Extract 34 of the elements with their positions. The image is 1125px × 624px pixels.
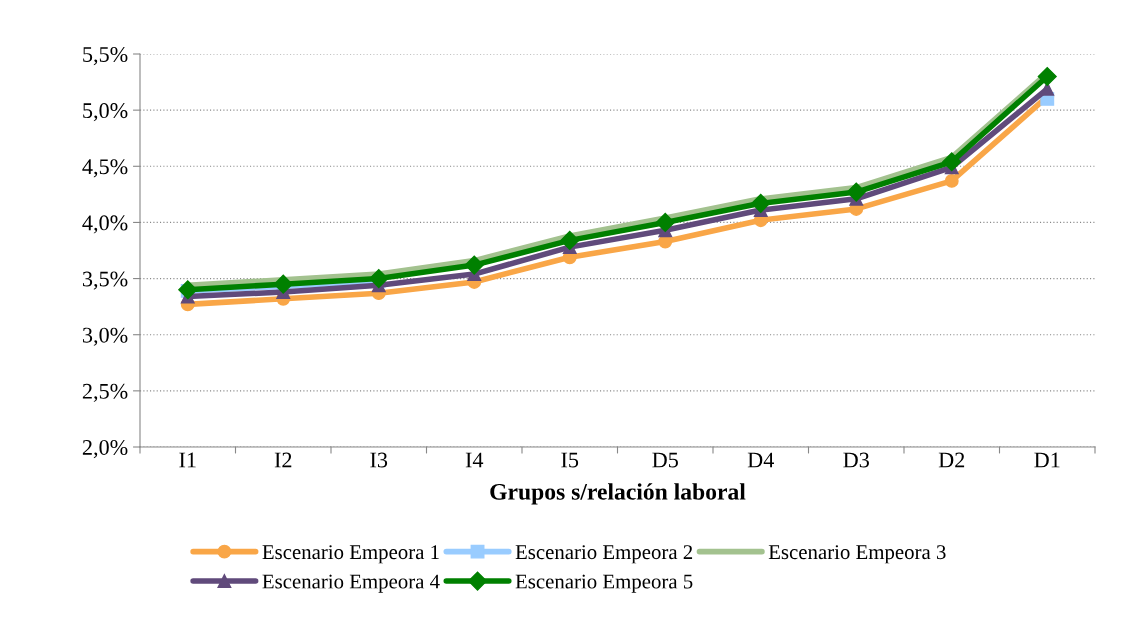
point bbox=[942, 152, 962, 172]
point bbox=[464, 255, 484, 275]
y-tick-label: 2,5% bbox=[82, 383, 128, 402]
legend-label: Escenario Empeora 5 bbox=[515, 574, 693, 593]
point bbox=[1037, 66, 1057, 86]
legend-label: Escenario Empeora 1 bbox=[262, 545, 439, 564]
x-tick-label: I1 bbox=[179, 452, 196, 468]
point bbox=[751, 193, 771, 213]
point bbox=[560, 230, 580, 250]
x-tick-label: D5 bbox=[652, 452, 678, 468]
x-tick-label: D3 bbox=[843, 452, 869, 468]
x-tick-label: D2 bbox=[938, 452, 965, 468]
x-tick-label: I4 bbox=[465, 452, 484, 468]
legend-label: Escenario Empeora 4 bbox=[262, 574, 440, 593]
x-tick-label: D4 bbox=[747, 452, 774, 468]
y-tick-label: 3,0% bbox=[82, 327, 128, 346]
x-axis-title: Grupos s/relación laboral bbox=[490, 483, 746, 505]
point bbox=[944, 173, 959, 188]
point bbox=[655, 212, 675, 232]
legend-label: Escenario Empeora 2 bbox=[515, 545, 693, 564]
legend-label: Escenario Empeora 3 bbox=[768, 545, 946, 564]
y-tick-label: 4,5% bbox=[82, 159, 128, 178]
y-tick-label: 4,0% bbox=[82, 215, 128, 234]
point bbox=[273, 274, 293, 294]
x-tick-label: D1 bbox=[1034, 452, 1060, 468]
x-tick-label: I3 bbox=[370, 452, 388, 468]
point bbox=[846, 182, 866, 202]
x-tick-label: I2 bbox=[274, 452, 292, 468]
y-tick-label: 3,5% bbox=[82, 271, 128, 290]
x-tick-label: I5 bbox=[561, 452, 579, 468]
y-tick-label: 2,0% bbox=[82, 439, 128, 459]
y-tick-label: 5,5% bbox=[83, 46, 128, 66]
y-tick-label: 5,0% bbox=[83, 103, 128, 122]
point bbox=[369, 269, 389, 289]
